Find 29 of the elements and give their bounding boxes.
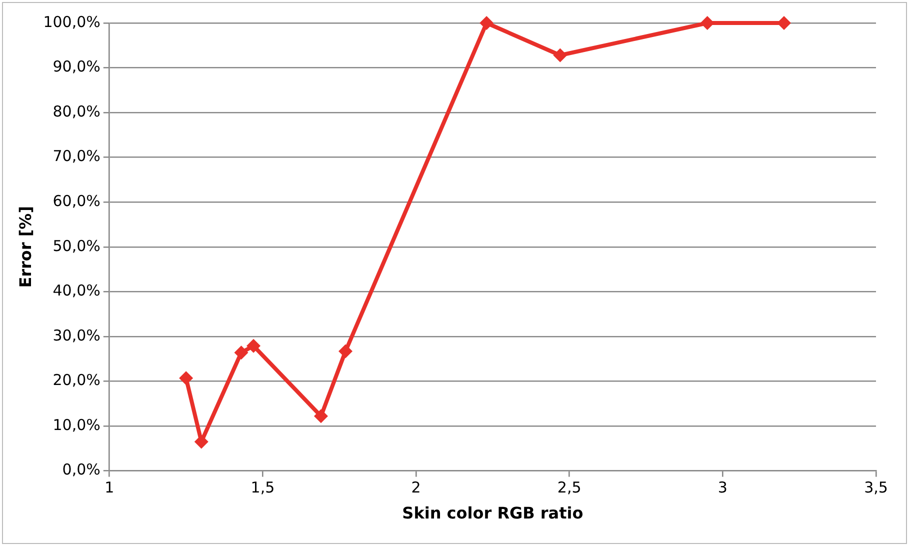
y-tick-label: 20,0% bbox=[52, 371, 100, 390]
x-tick-label: 1 bbox=[104, 478, 114, 497]
x-tick-label: 3,5 bbox=[864, 478, 888, 497]
y-tick-label: 60,0% bbox=[52, 192, 100, 210]
y-tick-label: 80,0% bbox=[52, 102, 100, 120]
point bbox=[179, 371, 194, 386]
point bbox=[246, 338, 261, 353]
point bbox=[194, 434, 208, 449]
point bbox=[234, 346, 248, 360]
x-axis-title: Skin color RGB ratio bbox=[402, 504, 584, 523]
y-tick-label: 90,0% bbox=[52, 58, 100, 76]
y-axis-title: Error [%] bbox=[16, 206, 35, 288]
x-tick-label: 2 bbox=[411, 478, 421, 497]
point bbox=[480, 16, 494, 30]
x-tick-label: 3 bbox=[718, 478, 728, 497]
x-tick-label: 1,5 bbox=[250, 478, 275, 497]
y-tick-label: 70,0% bbox=[52, 147, 100, 166]
y-tick-label: 10,0% bbox=[52, 416, 100, 434]
y-tick-label: 0,0% bbox=[62, 460, 100, 479]
y-tick-label: 100,0% bbox=[43, 12, 100, 31]
point bbox=[314, 409, 328, 424]
point bbox=[777, 16, 792, 30]
y-tick-label: 50,0% bbox=[52, 236, 100, 255]
point bbox=[338, 344, 353, 358]
x-tick-label: 2,5 bbox=[557, 478, 582, 497]
y-tick-label: 30,0% bbox=[52, 326, 100, 344]
point bbox=[553, 48, 568, 62]
point bbox=[700, 16, 714, 30]
y-tick-label: 40,0% bbox=[52, 282, 100, 300]
